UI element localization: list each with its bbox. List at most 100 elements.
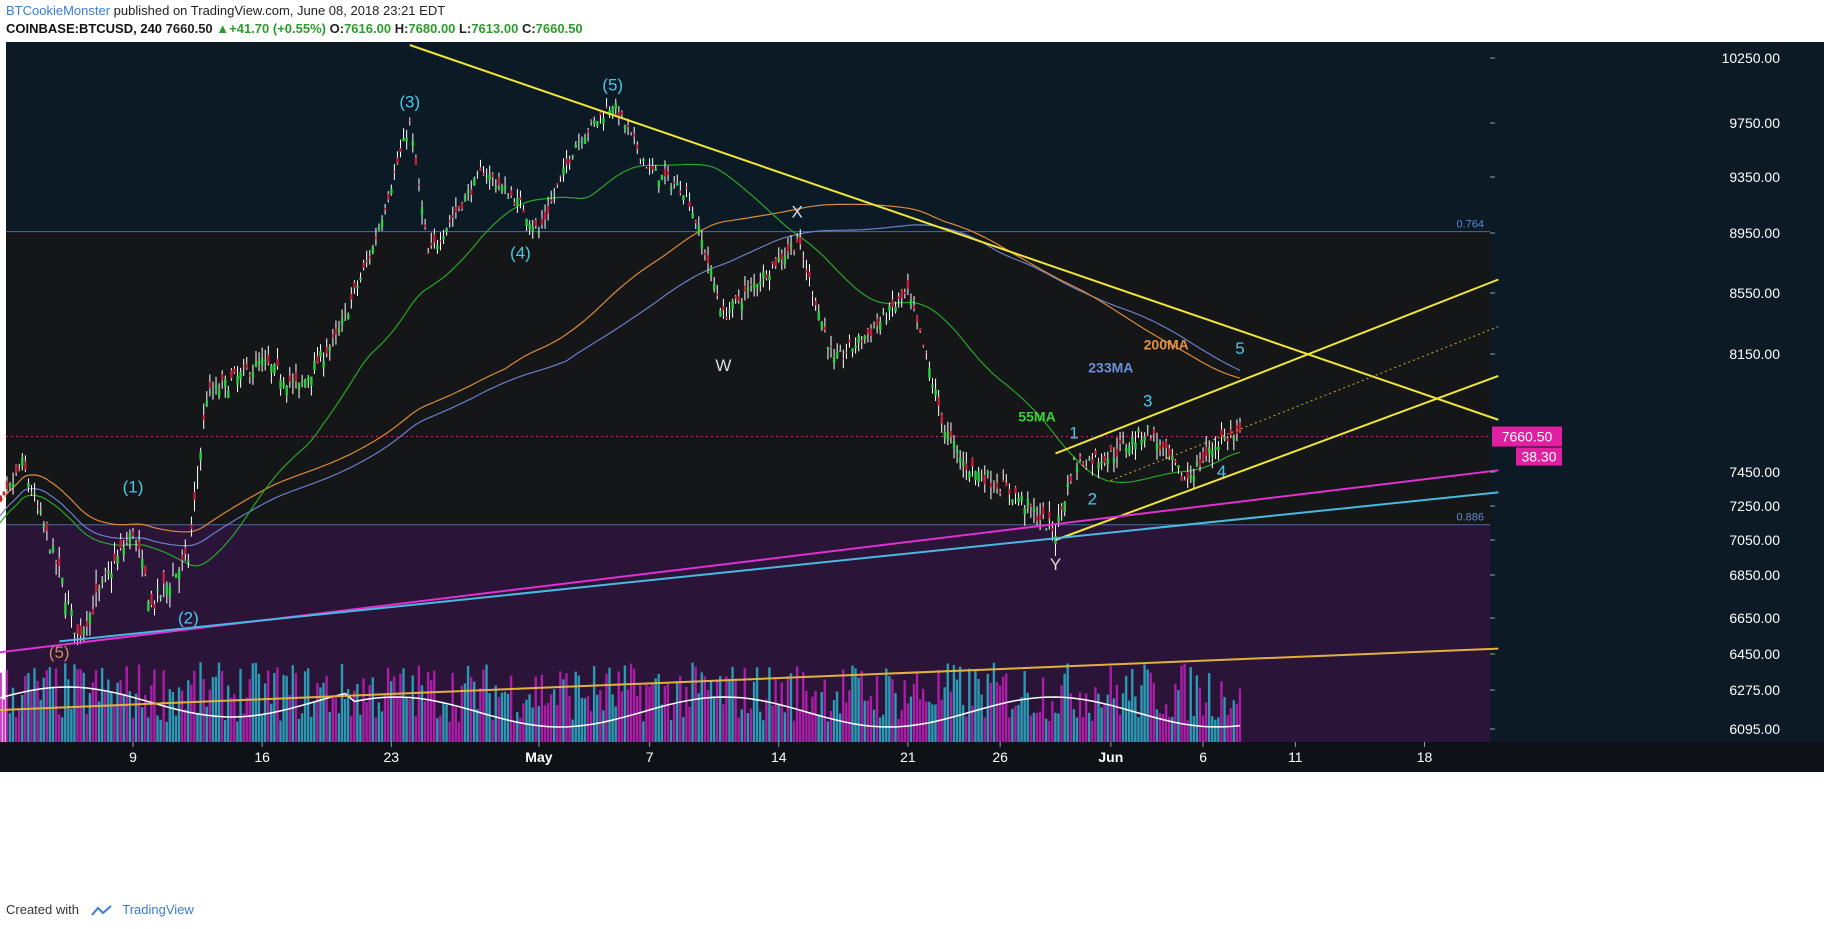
volume-bar [328,712,331,742]
candle-body [848,339,851,343]
volume-bar [672,703,676,742]
candle-body [137,540,141,550]
volume-bar [291,665,294,742]
volume-bar [974,669,977,742]
candle-body [1060,506,1063,510]
candle-body [657,180,661,188]
volume-bar [608,667,611,742]
candle-body [626,125,630,128]
volume-bar [955,679,959,742]
volume-bar [396,695,399,742]
ma233-line [0,224,1241,547]
volume-bar [1035,712,1039,742]
volume-bar [546,702,550,742]
volume-bar [463,683,467,742]
price-change: ▲+41.70 (+0.55%) [216,21,326,36]
volume-bar [1158,712,1162,742]
volume-bar [1238,688,1242,742]
candle-body [122,548,125,556]
price-tick-label: 6850.00 [1729,567,1780,583]
candle-body [820,321,823,329]
volume-bar [589,711,593,742]
volume-bar [473,681,476,742]
published-line: BTCookieMonster published on TradingView… [6,3,445,18]
candle-body [399,148,402,152]
author-link[interactable]: BTCookieMonster [6,3,111,18]
candle-body [728,310,731,313]
candle-body [402,137,405,141]
volume-bar [992,662,996,742]
volume-bar [666,682,670,742]
price-tick-label: 6650.00 [1729,610,1780,626]
volume-bar [214,676,218,742]
fib-label-1: 0.886 [1456,512,1484,524]
close-label: C: [521,21,536,36]
volume-bar [310,716,313,742]
time-tick-label: 16 [254,749,270,765]
candle-body [1020,495,1023,501]
volume-bar [903,680,906,742]
volume-bar [150,685,153,742]
volume-bar [233,694,236,742]
volume-bar [731,666,734,742]
created-with-text: Created with [6,902,79,917]
volume-bar [952,665,956,742]
candle-body [304,379,307,388]
volume-bar [746,713,750,742]
price-chart[interactable]: 0.7640.886(5)(1)(2)(3)(4)(5)WXY1234555MA… [0,42,1824,900]
candle-body [925,352,928,354]
volume-bar [1192,716,1195,742]
volume-bar [322,682,325,742]
candle-body [882,311,885,314]
volume-bar [159,719,162,742]
last-price: 7660.50 [165,21,213,36]
volume-bar [380,711,384,742]
candle-body [1026,498,1030,507]
volume-bar [1066,663,1069,742]
candle-body [264,359,267,362]
volume-bar [755,667,759,742]
candle-body [430,242,433,246]
volume-bar [17,709,21,742]
candle-body [156,588,159,591]
volume-bar [513,721,516,742]
volume-bar [823,679,826,742]
candle-body [1048,511,1051,519]
volume-bar [882,714,885,742]
candle-body [522,209,525,213]
candle-body [989,482,993,488]
volume-bar [829,710,833,742]
zone-top [6,42,1490,232]
candle-body [347,314,350,320]
tradingview-link[interactable]: TradingView [122,902,194,917]
candle-body [879,321,882,330]
candle-body [433,234,436,243]
volume-bar [995,682,999,742]
candle-body [497,176,501,186]
volume-bar [909,696,913,742]
volume-bar [245,697,248,742]
candle-body [513,202,516,205]
volume-bar [1063,673,1066,742]
volume-bar [365,702,368,742]
candle-body [1121,441,1125,443]
candle-body [254,361,258,367]
candle-body [380,219,384,228]
candle-body [405,137,408,142]
candle-body [491,173,494,178]
candle-body [482,173,485,175]
candle-body [1214,447,1217,450]
candle-body [1201,451,1205,461]
candle-body [1038,514,1042,520]
time-tick-label: May [525,749,552,765]
current-price-value: 7660.50 [1502,429,1553,445]
volume-bar [1171,716,1174,742]
volume-bar [445,704,448,742]
volume-bar [1128,700,1131,742]
volume-bar [408,699,411,742]
volume-bar [2,699,5,742]
candle-body [365,260,368,262]
candle-body [279,379,282,390]
volume-bar [97,701,101,742]
volume-bar [273,672,276,742]
